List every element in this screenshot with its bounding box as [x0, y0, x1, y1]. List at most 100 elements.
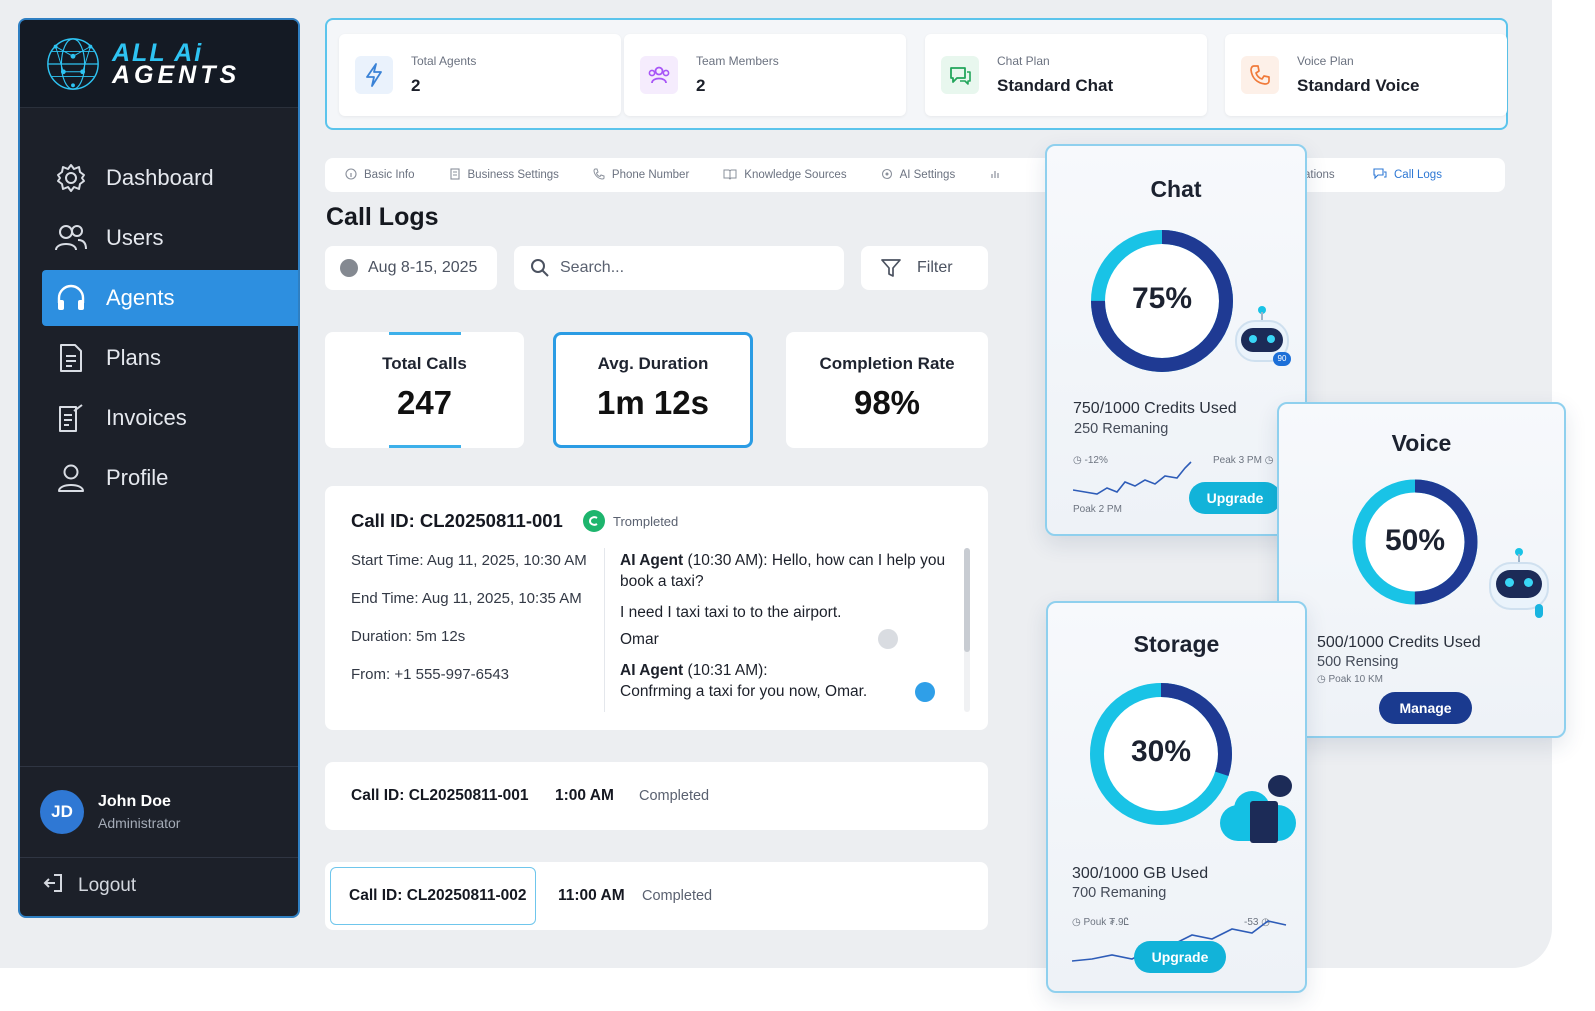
globe-network-icon: [47, 37, 99, 90]
chat-icon: [1373, 167, 1387, 183]
metric-value: 247: [396, 384, 453, 421]
peak-value: Pouk ₮.9Ꮭ: [1083, 917, 1130, 928]
metric-value: 1m 12s: [597, 384, 709, 421]
metric-label: Avg. Duration: [597, 354, 709, 373]
tab-label: AI Settings: [899, 169, 956, 181]
call-status: Completed: [642, 888, 713, 904]
invoice-icon: [54, 401, 88, 435]
brand-logo[interactable]: ALL Ai AGENTS: [20, 20, 298, 108]
chat-usage-ring: [1091, 230, 1233, 372]
storage-usage-ring: [1090, 683, 1232, 825]
tab-business-settings[interactable]: Business Settings: [449, 167, 559, 183]
sidebar-item-agents[interactable]: Agents: [42, 270, 298, 326]
sidebar-item-profile[interactable]: Profile: [42, 450, 298, 506]
tab-label: Knowledge Sources: [744, 169, 847, 181]
stat-value: Standard Chat: [997, 76, 1114, 95]
tab-ai-settings[interactable]: AI Settings: [881, 168, 956, 183]
clock-icon: ◷: [1073, 455, 1082, 466]
sidebar-item-dashboard[interactable]: Dashboard: [42, 150, 298, 206]
check-circle-icon: [583, 510, 605, 532]
user-name: John Doe: [98, 793, 171, 810]
upgrade-button[interactable]: Upgrade: [1189, 482, 1281, 514]
tab-analytics[interactable]: [989, 168, 1008, 183]
call-transcript: AI Agent (10:30 AM): Hello, how can I he…: [620, 550, 950, 712]
percent-label: 50%: [1384, 524, 1446, 557]
sidebar: ALL Ai AGENTS Dashboard Users Agents: [18, 18, 300, 918]
sparkline: [1072, 920, 1287, 962]
usage-text: 500/1000 Credits Used: [1317, 634, 1481, 651]
sidebar-item-label: Dashboard: [106, 165, 214, 190]
phone-icon: [593, 168, 605, 183]
stat-total-agents: Total Agents 2: [339, 34, 621, 116]
logout-button[interactable]: Logout: [42, 872, 136, 900]
trend-value: -12%: [1084, 455, 1108, 466]
card-title: Chat: [1150, 176, 1202, 202]
voice-usage-card: Voice 50% 500/1000 Credits Used 500 Rens…: [1277, 402, 1566, 738]
metric-label: Total Calls: [382, 354, 467, 373]
tab-call-logs[interactable]: Call Logs: [1373, 167, 1442, 183]
stat-label: Chat Plan: [997, 54, 1050, 68]
metric-accent-bottom: [389, 445, 461, 448]
call-id[interactable]: Call ID: CL20250811-002: [330, 867, 536, 925]
status-text: Trompleted: [613, 513, 679, 529]
document-icon: [54, 341, 88, 375]
book-icon: [723, 168, 737, 183]
brand-name-line2: AGENTS: [112, 60, 241, 89]
sidebar-nav: Dashboard Users Agents Plans Invoices: [20, 150, 298, 510]
gear-icon: [54, 161, 88, 195]
remaining-text: 500 Rensing: [1317, 654, 1399, 670]
tab-basic-info[interactable]: Basic Info: [345, 167, 415, 183]
peak-right-text: Peak 3 PM ◷: [1213, 455, 1273, 466]
call-id: Call ID: CL20250811-001: [351, 787, 529, 804]
peak-left-text: Poak 2 PM: [1073, 504, 1122, 515]
call-detail-card[interactable]: Call ID: CL20250811-001 Trompleted Start…: [325, 486, 988, 730]
avatar: JD: [40, 790, 84, 834]
transcript-scrollbar[interactable]: [964, 548, 970, 712]
speaker: AI Agent: [620, 662, 684, 679]
call-row[interactable]: Call ID: CL20250811-002 11:00 AM Complet…: [325, 862, 988, 930]
settings-icon: [881, 168, 893, 183]
remaining-text: 250 Remaning: [1074, 421, 1169, 437]
metric-avg-duration[interactable]: Avg. Duration 1m 12s: [553, 332, 753, 448]
transcript-line: AI Agent (10:30 AM): Hello, how can I he…: [620, 550, 950, 592]
stat-label: Voice Plan: [1297, 54, 1354, 68]
manage-button[interactable]: Manage: [1379, 692, 1472, 724]
neutral-face-icon: [878, 629, 898, 649]
current-user[interactable]: JD John Doe Administrator: [20, 766, 298, 858]
building-icon: [449, 167, 461, 183]
agent-tabs: Basic Info Business Settings Phone Numbe…: [325, 158, 1505, 192]
stat-chat-plan: Chat Plan Standard Chat: [925, 34, 1207, 116]
tab-label: Call Logs: [1394, 169, 1442, 181]
peak-left-text: ◷ Pouk ₮.9Ꮭ: [1072, 917, 1129, 928]
team-icon: [640, 56, 678, 94]
peak-text: ◷ Poak 10 KM: [1317, 674, 1383, 685]
message-text: I need I taxi taxi to to the airport.: [620, 604, 842, 621]
lightning-icon: [355, 56, 393, 94]
plan-summary: Total Agents 2 Team Members 2 Chat Plan …: [325, 18, 1508, 130]
scrollbar-thumb[interactable]: [964, 548, 970, 652]
filter-button[interactable]: Filter: [861, 246, 988, 290]
tab-phone-number[interactable]: Phone Number: [593, 168, 689, 183]
start-time: Start Time: Aug 11, 2025, 10:30 AM: [351, 552, 587, 569]
tab-integrations[interactable]: ations: [1304, 169, 1335, 181]
date-range-picker[interactable]: Aug 8-15, 2025: [325, 246, 497, 290]
call-time: 1:00 AM: [555, 787, 614, 804]
call-row[interactable]: Call ID: CL20250811-001 1:00 AM Complete…: [325, 762, 988, 830]
peak-value: Poak 10 KM: [1328, 674, 1383, 685]
page-title: Call Logs: [326, 203, 439, 231]
tab-label: Phone Number: [611, 169, 690, 181]
tab-label: Business Settings: [467, 169, 559, 181]
card-title: Voice: [1391, 430, 1452, 456]
search-input[interactable]: Search...: [514, 246, 844, 290]
call-id-title: Call ID: CL20250811-001: [351, 510, 563, 531]
sidebar-item-label: Agents: [106, 285, 175, 310]
sidebar-item-invoices[interactable]: Invoices: [42, 390, 298, 446]
sidebar-item-label: Invoices: [106, 405, 187, 430]
stat-voice-plan: Voice Plan Standard Voice: [1225, 34, 1507, 116]
storage-usage-card: Storage 30% 300/1000 GB Used 700 Remanin…: [1046, 601, 1307, 993]
sidebar-item-plans[interactable]: Plans: [42, 330, 298, 386]
user-role: Administrator: [98, 815, 181, 831]
upgrade-button[interactable]: Upgrade: [1134, 941, 1226, 973]
sidebar-item-users[interactable]: Users: [42, 210, 298, 266]
tab-knowledge-sources[interactable]: Knowledge Sources: [723, 168, 847, 183]
